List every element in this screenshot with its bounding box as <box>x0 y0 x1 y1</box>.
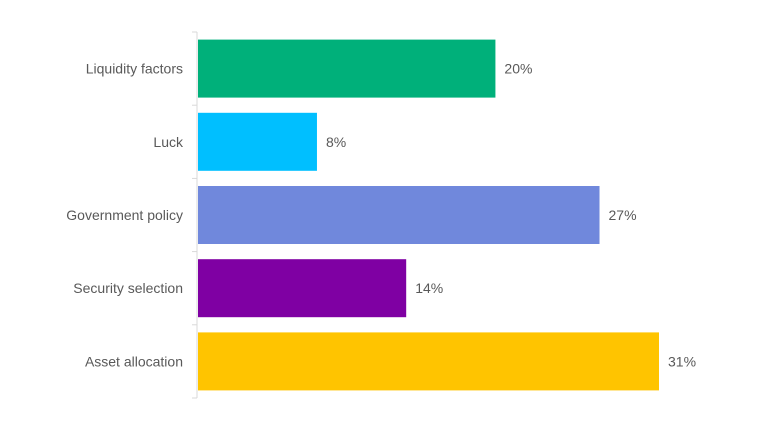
bar-government-policy <box>198 186 600 244</box>
category-label: Liquidity factors <box>86 61 183 77</box>
category-label: Luck <box>153 134 184 150</box>
value-label: 8% <box>326 134 346 150</box>
value-label: 27% <box>609 207 637 223</box>
bar-liquidity-factors <box>198 39 496 98</box>
value-label: 31% <box>668 353 696 369</box>
value-label: 14% <box>415 280 443 296</box>
value-label: 20% <box>504 61 532 77</box>
bar-security-selection <box>198 259 407 318</box>
category-label: Asset allocation <box>85 353 183 369</box>
axis-layer <box>192 31 198 399</box>
bars-layer <box>198 39 659 391</box>
category-label: Government policy <box>66 207 183 223</box>
labels-layer: Liquidity factors 20% Luck 8% Government pol… <box>66 61 696 370</box>
category-label: Security selection <box>73 280 183 296</box>
bar-asset-allocation <box>198 332 659 391</box>
bar-luck <box>198 112 317 171</box>
